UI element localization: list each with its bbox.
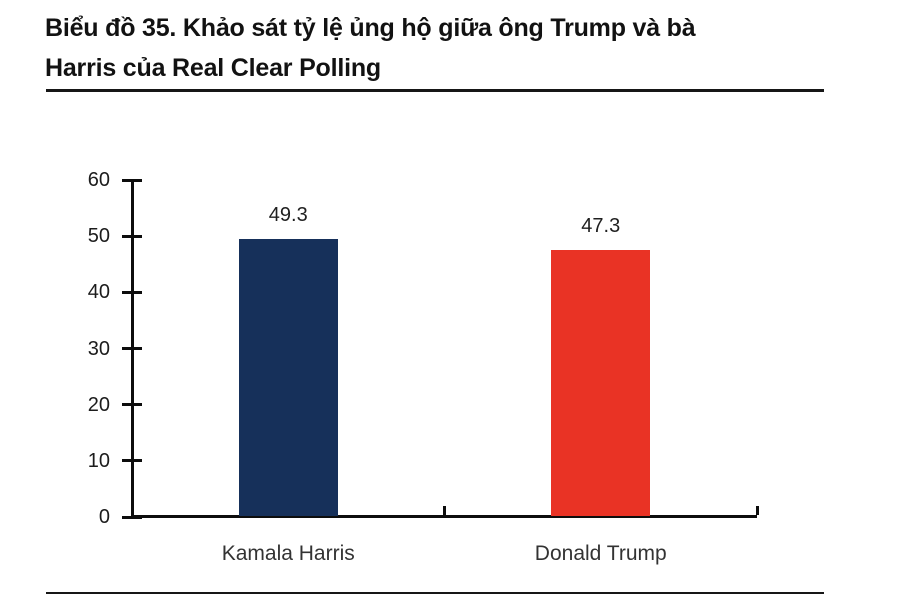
category-label: Donald Trump xyxy=(534,542,667,565)
y-tick xyxy=(122,290,142,294)
bar xyxy=(551,250,651,516)
y-tick xyxy=(122,234,142,238)
bottom-rule xyxy=(46,592,824,594)
category-label: Kamala Harris xyxy=(221,542,355,565)
chart-title-line2: Harris của Real Clear Polling xyxy=(45,54,381,82)
y-tick-label: 10 xyxy=(87,449,110,472)
x-tick xyxy=(443,506,446,515)
y-tick-label: 60 xyxy=(87,169,110,191)
y-tick xyxy=(122,515,142,519)
chart-title-line1: Biểu đồ 35. Khảo sát tỷ lệ ủng hộ giữa ô… xyxy=(45,14,696,42)
y-tick xyxy=(122,459,142,463)
x-tick xyxy=(755,506,759,515)
y-tick xyxy=(122,403,142,407)
y-tick xyxy=(122,347,142,350)
y-tick-label: 20 xyxy=(87,393,110,416)
y-tick xyxy=(122,178,142,182)
title-underline xyxy=(46,89,824,92)
y-tick-label: 30 xyxy=(87,337,110,360)
bar-value-label: 49.3 xyxy=(268,204,308,226)
bar xyxy=(238,239,338,516)
y-tick-label: 50 xyxy=(87,225,110,248)
bar-value-label: 47.3 xyxy=(581,215,621,237)
y-tick-label: 40 xyxy=(87,281,110,304)
y-tick-label: 0 xyxy=(98,506,110,528)
chart-title: Biểu đồ 35. Khảo sát tỷ lệ ủng hộ giữa ô… xyxy=(45,8,845,88)
x-axis xyxy=(130,515,757,518)
